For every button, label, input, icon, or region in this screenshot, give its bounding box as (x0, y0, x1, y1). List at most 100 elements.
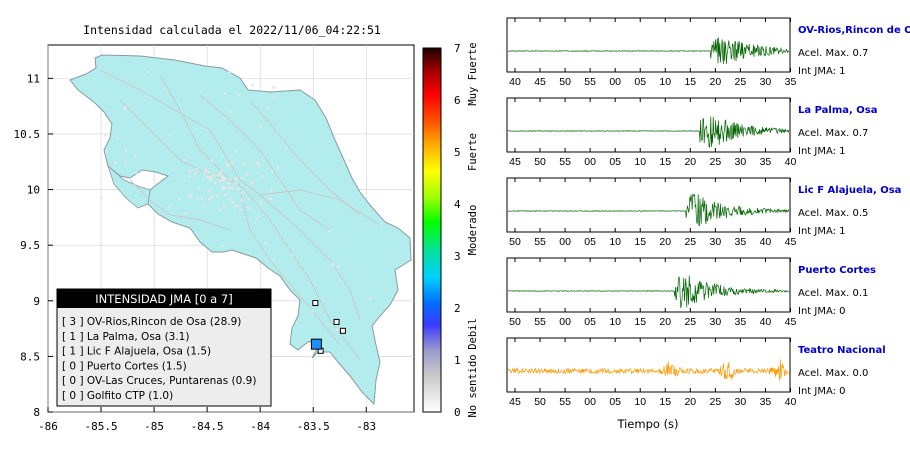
town-dot (103, 133, 107, 137)
legend-item: [ 1 ] Lic F Alajuela, Osa (1.5) (62, 346, 211, 358)
seismogram-tick-label: 30 (735, 396, 747, 408)
town-dot (235, 177, 238, 180)
station-accel: Acel. Max. 0.0 (798, 368, 868, 379)
seismogram-tick-label: 10 (609, 316, 621, 328)
town-dot (228, 178, 232, 181)
seismogram-tick-label: 55 (559, 156, 571, 168)
seismogram-panels: 40 45 50 55 00 05 10 15 20 25 30 35 OV-Rios,Rincon d… (506, 17, 910, 408)
town-dot (251, 180, 254, 184)
town-dot (215, 194, 219, 198)
seismogram-tick-label: 50 (534, 156, 546, 168)
intensity-legend: INTENSIDAD JMA [0 a 7] [ 3 ] OV-Rios,Rin… (56, 288, 272, 407)
seismogram-frame (506, 97, 791, 153)
colorbar-category-label: Muy Fuerte (467, 42, 479, 105)
seismogram-tick-label: 15 (634, 236, 646, 248)
time-axis-label: Tiempo (s) (616, 417, 678, 431)
road (239, 189, 341, 346)
town-dot (205, 168, 208, 171)
town-dot (226, 162, 230, 165)
waveform (507, 193, 790, 227)
town-dot (177, 197, 181, 200)
seismogram-tick-label: 55 (584, 76, 596, 88)
town-dot (221, 187, 224, 190)
station-accel: Acel. Max. 0.5 (798, 208, 868, 219)
colorbar-tick-label: 3 (454, 250, 461, 263)
station-name: Teatro Nacional (798, 345, 886, 356)
town-dot (124, 149, 128, 152)
intensity-colorbar: 0 1 2 3 4 5 6 7 No sentido Debil Moderado Fuerte Mu… (422, 42, 479, 419)
map-xtick-label: -85 (144, 420, 164, 433)
town-dot (223, 187, 226, 190)
town-dot (247, 207, 251, 210)
map-ytick-label: 10 (27, 184, 40, 197)
town-dot (232, 204, 236, 208)
station-name: OV-Rios,Rincon de Osa (798, 25, 910, 36)
seismogram-tick-label: 10 (659, 76, 671, 88)
legend-box (56, 288, 272, 407)
seismogram-tick-label: 45 (785, 316, 797, 328)
seismogram-panel: 50 55 00 05 10 15 20 25 30 35 40 45 Puerto Cortes Ace… (506, 257, 876, 328)
town-dot (183, 158, 186, 162)
town-dot (257, 164, 261, 167)
town-dot (188, 174, 191, 178)
seismogram-tick-label: 50 (509, 236, 521, 248)
legend-item: [ 0 ] OV-Las Cruces, Puntarenas (0.9) (62, 375, 256, 387)
station-jma: Int JMA: 1 (798, 66, 846, 77)
town-dot (335, 328, 339, 332)
seismogram-tick-label: 40 (509, 76, 521, 88)
road-network (99, 69, 381, 361)
map-axes: -86 -85.5 -85 -84.5 -84 -83.5 -83 11 10.5 10 9.5 9 8… (14, 72, 377, 433)
colorbar-category-label: Debil (467, 318, 479, 350)
colorbar-tick-label: 2 (454, 302, 461, 315)
station-squares (312, 300, 346, 354)
town-dot (219, 179, 222, 183)
town-dot (266, 107, 270, 110)
town-dot (255, 217, 259, 220)
seismogram-tick-label: 55 (534, 236, 546, 248)
map-title: Intensidad calculada el 2022/11/06_04:22… (83, 23, 381, 37)
town-dot (224, 193, 227, 196)
seismogram-tick-label: 35 (735, 316, 747, 328)
seismogram-tick-label: 55 (559, 396, 571, 408)
town-dot (100, 196, 103, 200)
station-marker (310, 338, 322, 350)
road (259, 194, 361, 321)
town-dot (222, 185, 225, 188)
town-dot (261, 175, 265, 178)
town-dot (223, 92, 227, 95)
seismogram-tick-label: 30 (710, 236, 722, 248)
seismogram-tick-label: 00 (559, 316, 571, 328)
station-accel: Acel. Max. 0.7 (798, 48, 868, 59)
town-dot (169, 133, 172, 136)
town-dot (189, 195, 193, 198)
seismogram-panel: 50 55 00 05 10 15 20 25 30 35 40 45 Lic F Alajuela, … (506, 177, 901, 248)
town-dot (348, 159, 352, 163)
town-dot (273, 95, 276, 99)
colorbar-tick-label: 1 (454, 354, 461, 367)
town-dot (208, 197, 211, 201)
town-dot (240, 198, 244, 202)
town-dot (331, 263, 334, 266)
map-xtick-label: -83.5 (297, 420, 330, 433)
town-dot (213, 181, 217, 184)
town-dot (134, 154, 137, 158)
town-dot (210, 196, 213, 199)
seismogram-tick-label: 25 (684, 236, 696, 248)
station-name: Puerto Cortes (798, 265, 876, 276)
seismogram-tick-label: 00 (609, 76, 621, 88)
town-dot (249, 182, 253, 185)
road (199, 94, 331, 231)
town-dot (230, 161, 234, 165)
town-dot (207, 171, 210, 174)
town-dot (203, 171, 206, 174)
seismogram-tick-label: 20 (684, 156, 696, 168)
town-dot (124, 106, 127, 110)
station-name: La Palma, Osa (798, 105, 878, 116)
colorbar-category-label: No sentido (467, 354, 479, 417)
colorbar-category-label: Moderado (467, 205, 479, 256)
colorbar-gradient (422, 47, 442, 413)
seismogram-tick-label: 40 (760, 316, 772, 328)
station-square (312, 300, 319, 307)
seismogram-tick-label: 35 (785, 76, 797, 88)
town-dot (245, 172, 249, 176)
